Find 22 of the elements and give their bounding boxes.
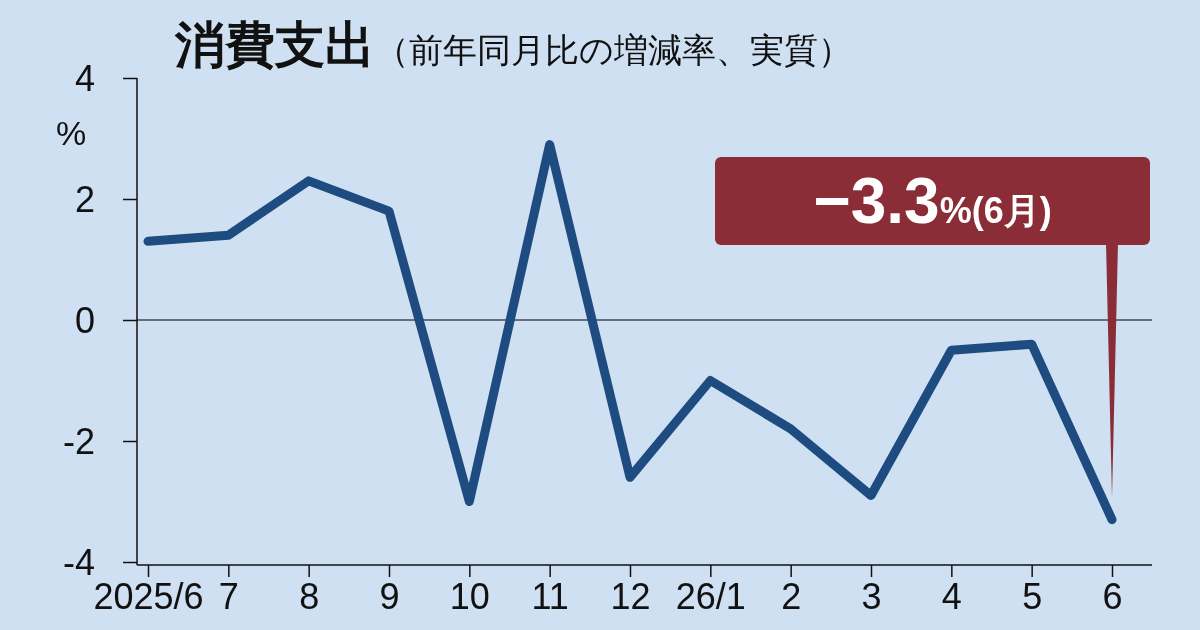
y-tick-label: -4 [62,542,95,584]
x-tick-label: 11 [531,575,569,617]
x-tick-label: 12 [610,575,651,617]
x-tick-label: 2025/6 [93,575,204,617]
x-tick-label: 8 [299,575,320,617]
y-axis-title: % [55,114,87,152]
x-tick-label: 26/1 [675,575,746,617]
y-tick-label: -2 [62,421,95,463]
x-tick-label: 2 [781,575,802,617]
y-tick-label: 0 [74,300,95,342]
y-tick-label: 4 [74,58,95,100]
x-tick-label: 9 [379,575,400,617]
x-tick-label: 4 [941,575,962,617]
y-tick-label: 2 [74,179,95,221]
x-tick-label: 5 [1022,575,1043,617]
x-tick-label: 10 [449,575,490,617]
annotation: −3.3%(6月) [813,165,1052,237]
x-tick-label: 3 [861,575,882,617]
x-tick-label: 6 [1102,575,1123,617]
chart-subtitle: （前年同月比の増減率、実質） [375,31,852,69]
x-tick-label: 7 [218,575,239,617]
chart-title: 消費支出 [174,17,375,73]
